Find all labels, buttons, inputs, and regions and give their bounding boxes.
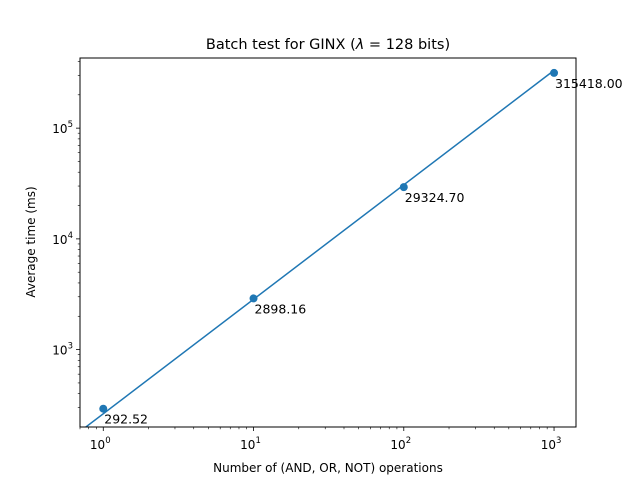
y-tick-label: 104 bbox=[52, 231, 73, 247]
data-label: 2898.16 bbox=[255, 301, 307, 316]
chart-title-suffix: = 128 bits) bbox=[364, 37, 450, 53]
y-tick-label: 105 bbox=[52, 120, 73, 136]
chart-title-lambda: λ bbox=[355, 37, 365, 53]
plot-area: 292.52 2898.16 29324.70 315418.00 100 101 102 1… bbox=[52, 57, 623, 452]
y-tick-label: 103 bbox=[52, 342, 73, 358]
x-tick-label: 103 bbox=[541, 436, 562, 452]
data-point bbox=[249, 294, 258, 303]
data-label: 29324.70 bbox=[405, 190, 465, 205]
chart-title: Batch test for GINX (λ = 128 bits) bbox=[206, 37, 450, 53]
data-label: 292.52 bbox=[104, 412, 148, 427]
x-axis-label: Number of (AND, OR, NOT) operations bbox=[213, 461, 443, 475]
data-label: 315418.00 bbox=[555, 76, 623, 91]
data-point bbox=[550, 68, 559, 77]
data-point bbox=[99, 404, 108, 413]
chart-title-prefix: Batch test for GINX ( bbox=[206, 37, 356, 53]
y-axis-label: Average time (ms) bbox=[24, 186, 38, 297]
x-tick-label: 102 bbox=[390, 436, 411, 452]
series-line bbox=[84, 69, 555, 427]
x-tick-label: 100 bbox=[90, 436, 111, 452]
x-tick-label: 101 bbox=[240, 436, 261, 452]
axes-frame bbox=[79, 57, 577, 428]
data-point bbox=[399, 183, 408, 192]
